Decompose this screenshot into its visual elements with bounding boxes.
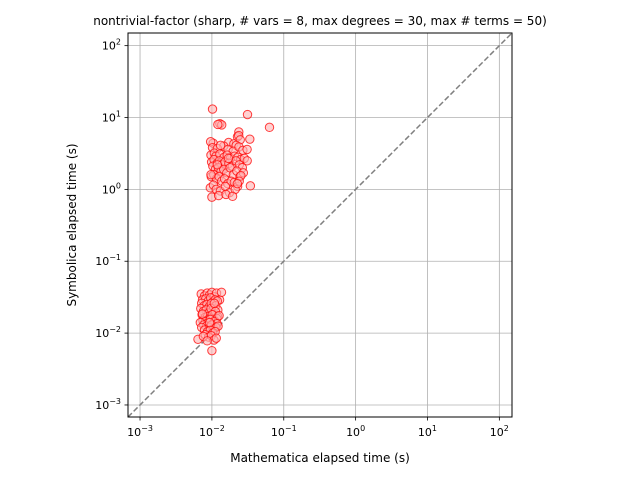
x-axis-label: Mathematica elapsed time (s) — [230, 451, 410, 465]
y-tick-label: 10−2 — [95, 325, 121, 340]
y-tick-label: 10−1 — [95, 253, 121, 268]
y-tick-label: 102 — [102, 38, 121, 53]
data-point — [223, 153, 234, 164]
data-point — [214, 310, 224, 321]
x-tick-label: 10−1 — [271, 424, 297, 439]
chart-title: nontrivial-factor (sharp, # vars = 8, ma… — [93, 14, 547, 28]
x-tick-label: 10−2 — [199, 424, 225, 439]
y-tick-label: 100 — [102, 181, 121, 196]
data-point — [213, 119, 223, 130]
data-point — [242, 156, 252, 166]
data-point — [202, 336, 212, 346]
data-point — [264, 122, 275, 133]
data-point — [245, 134, 255, 144]
data-point — [212, 160, 223, 170]
data-point — [227, 191, 238, 202]
data-point — [197, 309, 208, 319]
data-point — [206, 170, 216, 180]
data-point — [207, 104, 218, 114]
data-point — [242, 144, 252, 155]
x-tick-label: 10−3 — [127, 424, 153, 439]
reference-line — [127, 32, 513, 418]
x-tick-label: 100 — [346, 424, 365, 439]
data-point — [216, 287, 227, 297]
data-point — [211, 333, 221, 343]
y-tick-label: 101 — [102, 110, 121, 125]
y-axis-label: Symbolica elapsed time (s) — [65, 143, 79, 306]
data-point — [209, 298, 220, 308]
x-tick-label: 102 — [490, 424, 509, 439]
y-tick-label: 10−3 — [95, 397, 121, 412]
data-point — [242, 109, 253, 120]
plot-frame — [127, 32, 513, 418]
data-point — [207, 345, 217, 356]
data-point — [232, 178, 243, 189]
data-point — [204, 317, 215, 328]
data-point — [215, 140, 226, 151]
data-point — [245, 181, 256, 191]
x-tick-label: 101 — [418, 424, 437, 439]
